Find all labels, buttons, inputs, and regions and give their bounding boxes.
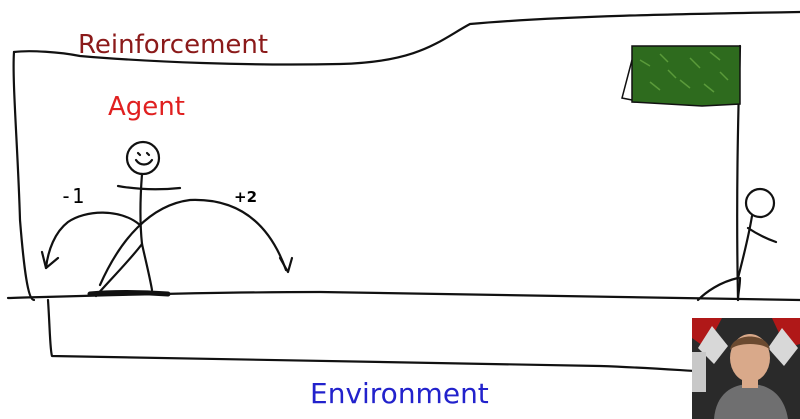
arc-right — [98, 198, 288, 287]
presenter-image — [692, 318, 800, 419]
goal-leg-right — [736, 276, 742, 302]
agent-eye-left — [136, 151, 142, 157]
agent-arms — [116, 184, 182, 191]
agent-smile — [134, 158, 154, 166]
arc-left-arrow — [40, 250, 60, 270]
agent-head — [125, 140, 161, 176]
agent-body — [139, 172, 144, 246]
webcam-overlay — [692, 318, 800, 419]
environment-box — [12, 10, 800, 66]
goal-body — [736, 214, 754, 280]
goal-head — [744, 187, 776, 219]
title-reinforcement: Reinforcement — [78, 30, 269, 60]
agent-shadow — [87, 290, 171, 297]
goal-arm-back — [746, 226, 778, 244]
agent-leg-right — [140, 242, 154, 292]
arc-right-arrow — [278, 256, 294, 274]
arc-left — [44, 211, 142, 270]
reward-positive-label: +2 — [234, 188, 258, 206]
goal-leg-left — [696, 276, 740, 302]
environment-box-bottom — [46, 298, 722, 374]
reward-negative-label: -1 — [60, 184, 85, 208]
goal-flag-icon — [621, 45, 741, 107]
environment-box-left-edge — [12, 50, 36, 302]
agent-label: Agent — [108, 92, 185, 122]
environment-label: Environment — [310, 377, 489, 410]
agent-eye-right — [145, 151, 151, 157]
